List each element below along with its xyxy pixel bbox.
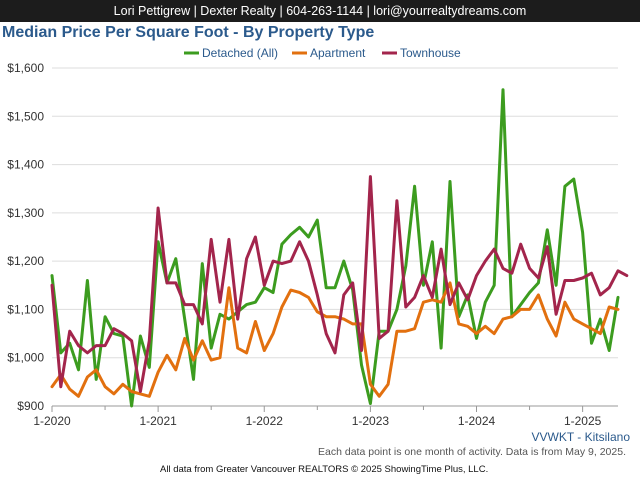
y-tick-label: $1,600 xyxy=(7,61,44,75)
y-tick-label: $1,100 xyxy=(7,302,44,316)
y-tick-label: $1,400 xyxy=(7,158,44,172)
data-credit: All data from Greater Vancouver REALTORS… xyxy=(160,464,489,475)
chart-title: Median Price Per Square Foot - By Proper… xyxy=(2,24,375,41)
x-tick-label: 1-2021 xyxy=(139,414,177,428)
contact-header-bar: Lori Pettigrew | Dexter Realty | 604-263… xyxy=(0,0,640,22)
legend-label-detached[interactable]: Detached (All) xyxy=(202,46,278,60)
legend-label-townhouse[interactable]: Townhouse xyxy=(400,46,461,60)
y-tick-label: $1,200 xyxy=(7,254,44,268)
series-line-townhouse[interactable] xyxy=(50,175,629,393)
series-line-apartment[interactable] xyxy=(50,281,620,398)
x-axis: 1-2020 1-2021 1-2022 1-2023 1-2024 1-2025 xyxy=(33,405,618,428)
y-tick-label: $1,000 xyxy=(7,351,44,365)
x-tick-label: 1-2024 xyxy=(458,414,496,428)
y-tick-label: $1,300 xyxy=(7,206,44,220)
x-tick-label: 1-2023 xyxy=(352,414,390,428)
y-tick-label: $1,500 xyxy=(7,109,44,123)
x-tick-label: 1-2025 xyxy=(564,414,602,428)
y-tick-label: $900 xyxy=(17,399,44,413)
x-tick-label: 1-2022 xyxy=(246,414,284,428)
x-tick-label: 1-2020 xyxy=(33,414,71,428)
y-axis: $900 $1,000 $1,100 $1,200 $1,300 $1,400 $1,500… xyxy=(7,61,44,413)
chart-legend: Detached (All) Apartment Townhouse xyxy=(184,46,461,60)
series-line-detached[interactable] xyxy=(50,88,620,408)
contact-info: Lori Pettigrew | Dexter Realty | 604-263… xyxy=(113,4,527,18)
data-series xyxy=(50,88,629,408)
data-note: Each data point is one month of activity… xyxy=(318,446,626,458)
region-label: VVWKT - Kitsilano xyxy=(531,430,630,444)
legend-label-apartment[interactable]: Apartment xyxy=(310,46,366,60)
